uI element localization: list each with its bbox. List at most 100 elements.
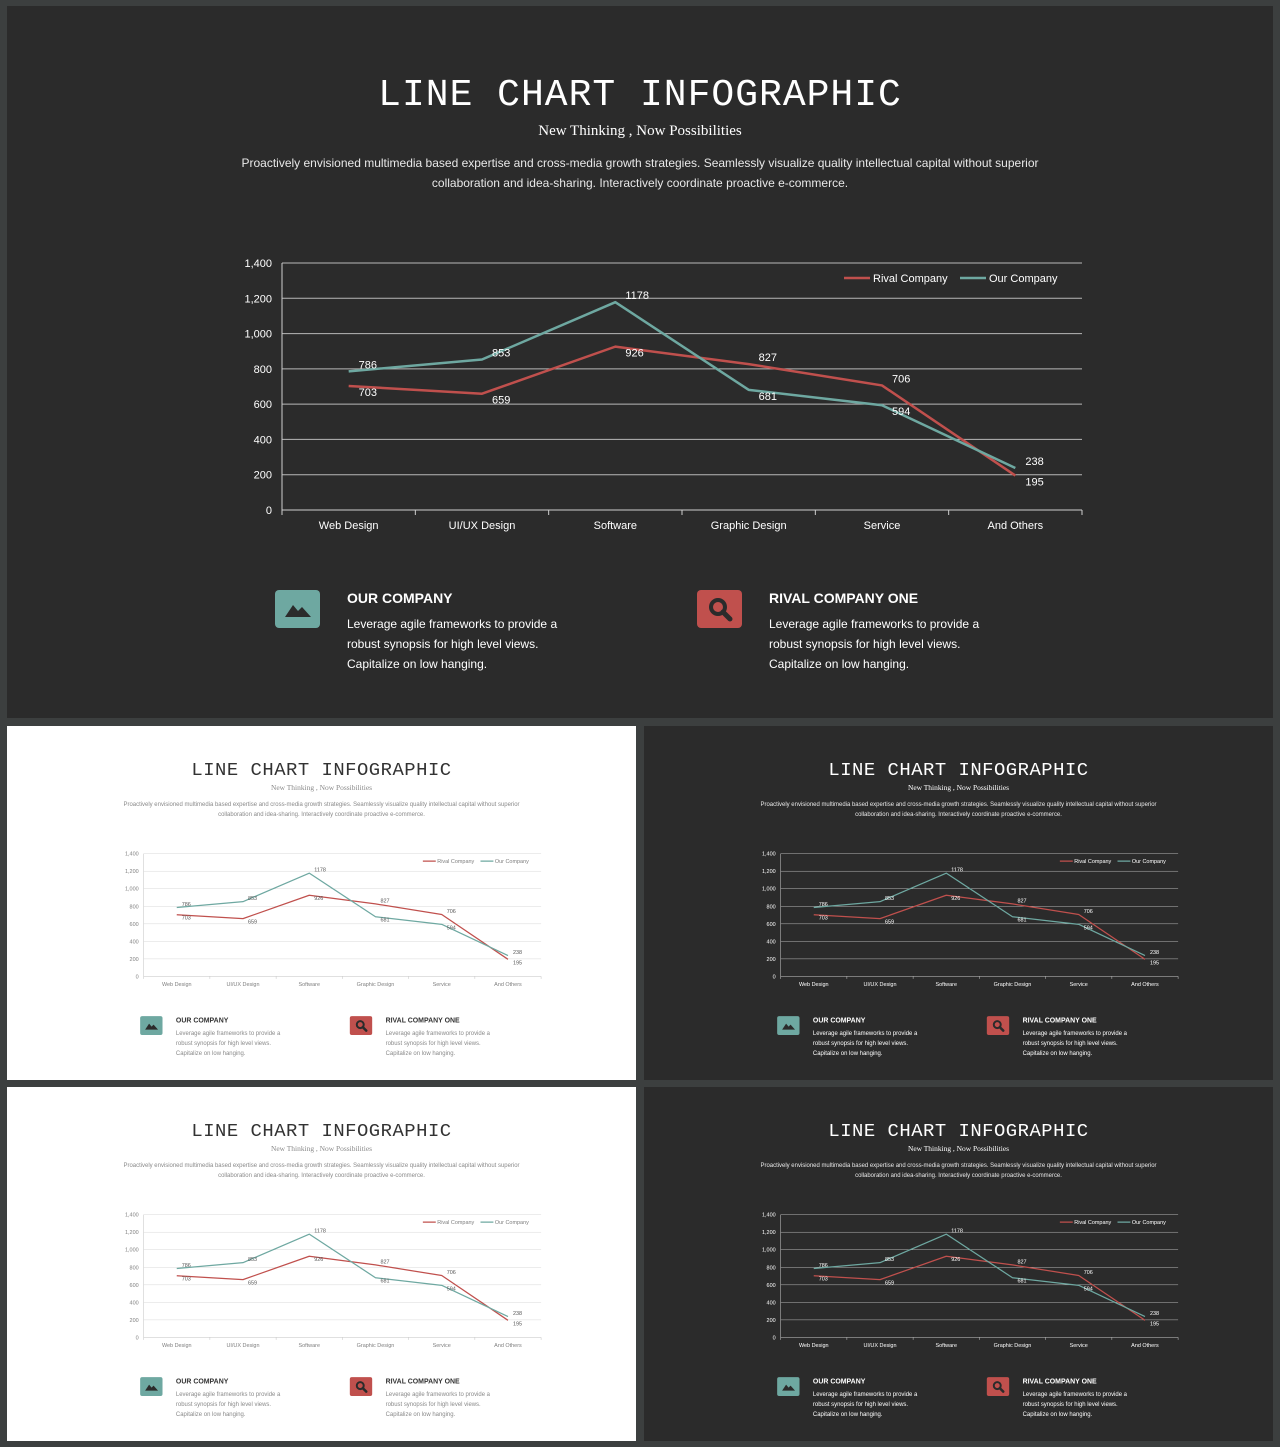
slide-thumbnail-2[interactable]: LINE CHART INFOGRAPHIC New Thinking , No…: [644, 726, 1273, 1080]
line-chart: 0 200 400 600 800 1,000 1,200 1,400 Web Design UI…: [753, 1208, 1185, 1352]
x-tick-label: Graphic Design: [357, 982, 395, 988]
rival-company-heading: RIVAL COMPANY ONE: [1022, 1016, 1097, 1025]
x-tick-label: Service: [1070, 1343, 1088, 1349]
y-tick-label: 1,400: [762, 1213, 776, 1219]
data-label: 853: [248, 1257, 257, 1263]
y-tick-label: 1,400: [125, 1213, 139, 1219]
y-tick-label: 1,400: [244, 258, 272, 270]
mountain-image-icon-glyph: [284, 605, 311, 617]
slide-title: LINE CHART INFOGRAPHIC: [828, 759, 1089, 782]
slide-thumbnail-1[interactable]: LINE CHART INFOGRAPHIC New Thinking , No…: [7, 726, 636, 1080]
y-tick-label: 400: [254, 434, 272, 446]
slide-title: LINE CHART INFOGRAPHIC: [191, 1120, 452, 1143]
slide-content: LINE CHART INFOGRAPHIC New Thinking , No…: [7, 726, 636, 1080]
data-label: 238: [1025, 456, 1043, 468]
slide-description: Proactively envisioned multimedia based …: [760, 800, 1157, 818]
slide-title: LINE CHART INFOGRAPHIC: [378, 74, 902, 117]
our-company-heading: OUR COMPANY: [347, 590, 453, 606]
line-chart-svg: 0 200 400 600 800 1,000 1,200 1,400 Web Design UI…: [244, 258, 1083, 532]
y-tick-label: 1,400: [125, 852, 139, 858]
series-line-rival: [813, 1255, 1146, 1321]
data-label: 926: [314, 1257, 323, 1263]
y-tick-label: 200: [130, 957, 139, 963]
legend-label: Rival Company: [1074, 1220, 1111, 1226]
y-tick-label: 800: [130, 1265, 139, 1271]
series-line-rival: [176, 1255, 509, 1321]
data-label: 594: [1084, 925, 1093, 931]
data-label: 827: [380, 1259, 389, 1265]
magnifier-icon-glyph: [992, 1381, 1005, 1393]
slide-subtitle: New Thinking , Now Possibilities: [538, 123, 742, 139]
data-label: 1178: [314, 868, 326, 874]
our-company-text: Leverage agile frameworks to provide a r…: [347, 617, 558, 671]
data-label: 786: [819, 902, 828, 908]
y-tick-label: 800: [130, 904, 139, 910]
x-tick-label: UI/UX Design: [226, 982, 259, 988]
y-tick-label: 800: [767, 1265, 776, 1271]
x-tick-label: Web Design: [162, 1343, 192, 1349]
y-tick-label: 1,200: [125, 869, 139, 875]
rival-company-heading: RIVAL COMPANY ONE: [1022, 1377, 1097, 1386]
mountain-image-icon: [275, 590, 320, 628]
data-label: 681: [759, 391, 777, 403]
x-tick-label: UI/UX Design: [449, 520, 516, 532]
data-label: 238: [1150, 1311, 1159, 1317]
slide-thumbnail-4[interactable]: LINE CHART INFOGRAPHIC New Thinking , No…: [644, 1087, 1273, 1441]
data-label: 1178: [951, 868, 963, 874]
rival-company-text: Leverage agile frameworks to provide a r…: [385, 1390, 490, 1418]
y-tick-label: 1,200: [762, 869, 776, 875]
data-label: 594: [892, 406, 910, 418]
x-tick-label: And Others: [988, 520, 1044, 532]
rival-company-text: Leverage agile frameworks to provide a r…: [769, 617, 980, 671]
data-label: 1178: [951, 1229, 963, 1235]
data-label: 195: [1150, 1321, 1159, 1327]
y-tick-label: 800: [767, 904, 776, 910]
mountain-image-icon-glyph: [781, 1384, 795, 1391]
series-line-rival: [176, 894, 509, 960]
legend-label: Rival Company: [437, 1220, 474, 1226]
mountain-image-icon-glyph: [144, 1384, 158, 1391]
data-label: 238: [1150, 950, 1159, 956]
series-line-rival: [348, 345, 1017, 477]
our-company-card: OUR COMPANY Leverage agile frameworks to…: [140, 1013, 289, 1063]
y-tick-label: 0: [136, 974, 139, 980]
data-label: 853: [492, 348, 510, 360]
y-tick-label: 1,000: [125, 1248, 139, 1254]
y-tick-label: 1,000: [125, 887, 139, 893]
slide-subtitle: New Thinking , Now Possibilities: [270, 1145, 373, 1154]
data-label: 786: [359, 359, 377, 371]
slide-subtitle: New Thinking , Now Possibilities: [907, 784, 1010, 793]
x-tick-label: Software: [935, 982, 957, 988]
y-tick-label: 400: [767, 939, 776, 945]
legend-label: Our Company: [989, 273, 1058, 285]
rival-company-heading: RIVAL COMPANY ONE: [385, 1016, 460, 1025]
data-label: 703: [182, 1277, 191, 1283]
data-label: 238: [513, 950, 522, 956]
our-company-heading: OUR COMPANY: [812, 1016, 866, 1025]
rival-company-heading: RIVAL COMPANY ONE: [769, 590, 919, 606]
data-label: 706: [1084, 1270, 1093, 1276]
data-label: 681: [1017, 1279, 1026, 1285]
data-label: 853: [885, 1257, 894, 1263]
data-label: 681: [1017, 918, 1026, 924]
y-tick-label: 200: [767, 1318, 776, 1324]
slide-main[interactable]: LINE CHART INFOGRAPHIC New Thinking , No…: [7, 6, 1273, 718]
data-label: 594: [447, 925, 456, 931]
mountain-image-icon: [140, 1377, 163, 1397]
y-tick-label: 1,200: [125, 1230, 139, 1236]
data-label: 1178: [625, 290, 649, 302]
y-tick-label: 0: [266, 505, 272, 517]
series-line-ours: [348, 300, 1016, 470]
data-label: 827: [1017, 1259, 1026, 1265]
slide-content: LINE CHART INFOGRAPHIC New Thinking , No…: [7, 1087, 636, 1441]
slide-description: Proactively envisioned multimedia based …: [760, 1161, 1157, 1179]
y-tick-label: 1,000: [244, 329, 272, 341]
our-company-card: OUR COMPANY Leverage agile frameworks to…: [140, 1374, 289, 1424]
slide-thumbnail-3[interactable]: LINE CHART INFOGRAPHIC New Thinking , No…: [7, 1087, 636, 1441]
rival-company-card: RIVAL COMPANY ONE Leverage agile framewo…: [349, 1374, 499, 1424]
y-tick-label: 1,000: [762, 887, 776, 893]
rival-company-card: RIVAL COMPANY ONE Leverage agile framewo…: [986, 1374, 1136, 1424]
data-label: 703: [359, 387, 377, 399]
magnifier-icon: [349, 1377, 373, 1397]
slide-title: LINE CHART INFOGRAPHIC: [828, 1120, 1089, 1143]
